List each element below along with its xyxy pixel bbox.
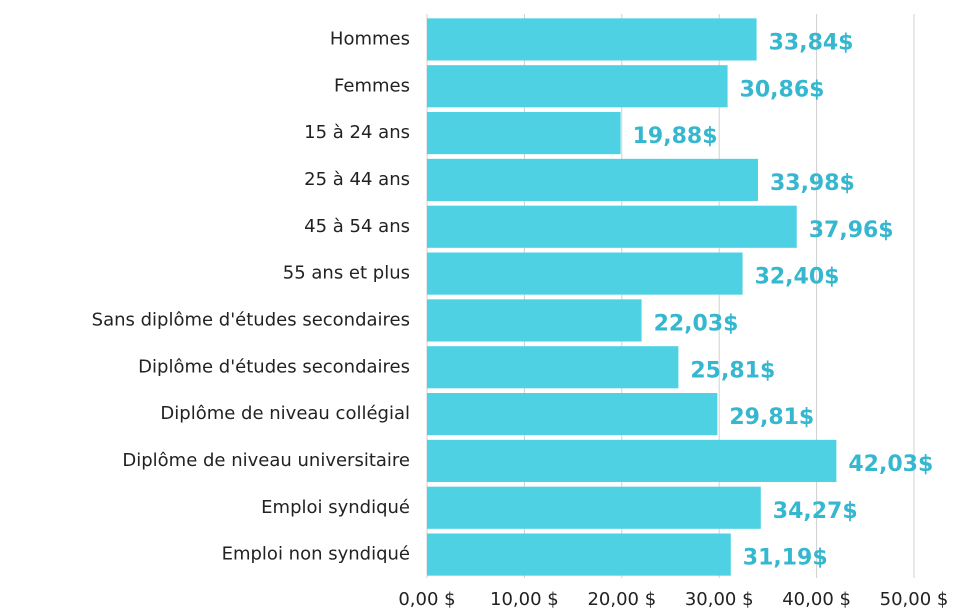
value-label: 32,40$	[755, 265, 840, 290]
bar	[427, 299, 642, 342]
value-label: 42,03$	[848, 452, 933, 477]
value-label: 31,19$	[743, 546, 828, 571]
y-tick-label: Diplôme de niveau universitaire	[122, 450, 410, 471]
value-label: 37,96$	[809, 218, 894, 243]
y-tick-label: 55 ans et plus	[283, 263, 410, 284]
value-label: 34,27$	[773, 499, 858, 524]
bar	[427, 346, 679, 389]
value-label: 22,03$	[654, 311, 739, 336]
value-label: 33,98$	[770, 171, 855, 196]
y-tick-label: 45 à 54 ans	[304, 216, 410, 237]
bar	[427, 158, 758, 201]
value-label: 29,81$	[729, 405, 814, 430]
y-tick-label: Diplôme d'études secondaires	[138, 356, 410, 377]
x-tick-label: 0,00 $	[398, 589, 455, 610]
y-tick-label: Hommes	[330, 28, 410, 49]
y-tick-label: Sans diplôme d'études secondaires	[92, 309, 410, 330]
y-tick-label: Emploi non syndiqué	[222, 544, 410, 565]
y-tick-label: Femmes	[334, 75, 410, 96]
x-tick-label: 10,00 $	[490, 589, 559, 610]
value-label: 30,86$	[740, 77, 825, 102]
bar	[427, 252, 743, 295]
bar	[427, 65, 728, 108]
bar	[427, 533, 731, 576]
value-label: 25,81$	[690, 358, 775, 383]
y-tick-label: 15 à 24 ans	[304, 122, 410, 143]
bar	[427, 205, 797, 248]
bar	[427, 486, 761, 529]
y-tick-label: 25 à 44 ans	[304, 169, 410, 190]
x-tick-label: 30,00 $	[685, 589, 754, 610]
x-tick-label: 20,00 $	[587, 589, 656, 610]
y-tick-label: Emploi syndiqué	[261, 497, 410, 518]
x-tick-label: 50,00 $	[880, 589, 949, 610]
bar	[427, 393, 718, 436]
bar	[427, 439, 837, 482]
x-tick-label: 40,00 $	[782, 589, 851, 610]
bar	[427, 18, 757, 61]
y-tick-label: Diplôme de niveau collégial	[160, 403, 410, 424]
bar	[427, 112, 621, 155]
value-label: 19,88$	[633, 124, 718, 149]
value-label: 33,84$	[769, 30, 854, 55]
